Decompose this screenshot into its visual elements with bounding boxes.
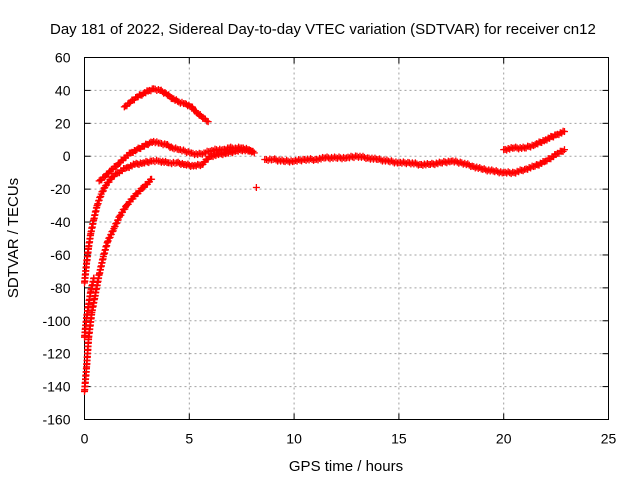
data-point (153, 156, 161, 164)
chart-title: Day 181 of 2022, Sidereal Day-to-day VTE… (50, 21, 596, 38)
data-point (148, 175, 156, 183)
x-tick-label: 0 (81, 431, 89, 447)
data-point (503, 146, 511, 154)
data-point (172, 144, 180, 152)
data-point (560, 128, 568, 136)
y-tick-label: -40 (50, 214, 70, 230)
data-point (431, 161, 439, 169)
data-point (252, 183, 260, 191)
grid-lines (84, 57, 609, 420)
plot-frame (84, 57, 609, 420)
data-point (435, 158, 443, 166)
data-point (90, 274, 98, 282)
data-point (434, 160, 442, 168)
data-point (443, 159, 451, 167)
x-tick-label: 20 (496, 431, 512, 447)
series-outlier (252, 183, 260, 191)
data-point (178, 98, 186, 106)
series-arc-mid (95, 137, 258, 185)
data-point (153, 138, 161, 146)
data-point (317, 155, 325, 163)
data-point (314, 156, 322, 164)
y-tick-label: -20 (50, 181, 70, 197)
data-point (296, 156, 304, 164)
y-axis-label: SDTVAR / TECUs (5, 178, 22, 298)
y-tick-label: -80 (50, 280, 70, 296)
y-tick-label: 20 (55, 115, 71, 131)
y-tick-label: 60 (55, 50, 71, 66)
x-tick-label: 5 (185, 431, 193, 447)
y-tick-label: -120 (42, 346, 70, 362)
data-point (560, 146, 568, 154)
y-tick-labels: -160 -140 -120 -100 -80 -60 -40 -20 0 20 40 60 (42, 50, 70, 428)
y-tick-label: -60 (50, 247, 70, 263)
data-point (371, 154, 379, 162)
data-point (198, 150, 206, 158)
data-point (248, 147, 256, 155)
x-tick-labels: 0 5 10 15 20 25 (81, 431, 617, 447)
series-main-track (261, 146, 568, 178)
data-point (184, 148, 192, 156)
series-descent-b (81, 175, 156, 396)
y-tick-label: -100 (42, 313, 70, 329)
y-tick-label: 40 (55, 82, 71, 98)
y-tick-label: 0 (63, 148, 71, 164)
data-point (506, 145, 514, 153)
x-tick-label: 10 (286, 431, 302, 447)
data-point (348, 153, 356, 161)
x-tick-label: 15 (391, 431, 407, 447)
series-descent-a (81, 146, 256, 287)
series-late-rise (500, 127, 568, 154)
x-axis-label: GPS time / hours (289, 458, 403, 475)
x-tick-label: 25 (601, 431, 617, 447)
data-point (204, 118, 212, 126)
data-point (519, 143, 527, 151)
data-points (81, 85, 568, 396)
data-point (465, 161, 473, 169)
series-descent-c (81, 274, 98, 341)
data-point (202, 149, 210, 157)
series-arc-upper (120, 85, 212, 126)
y-tick-label: -140 (42, 379, 70, 395)
y-tick-label: -160 (42, 412, 70, 428)
axis-ticks (84, 57, 609, 420)
